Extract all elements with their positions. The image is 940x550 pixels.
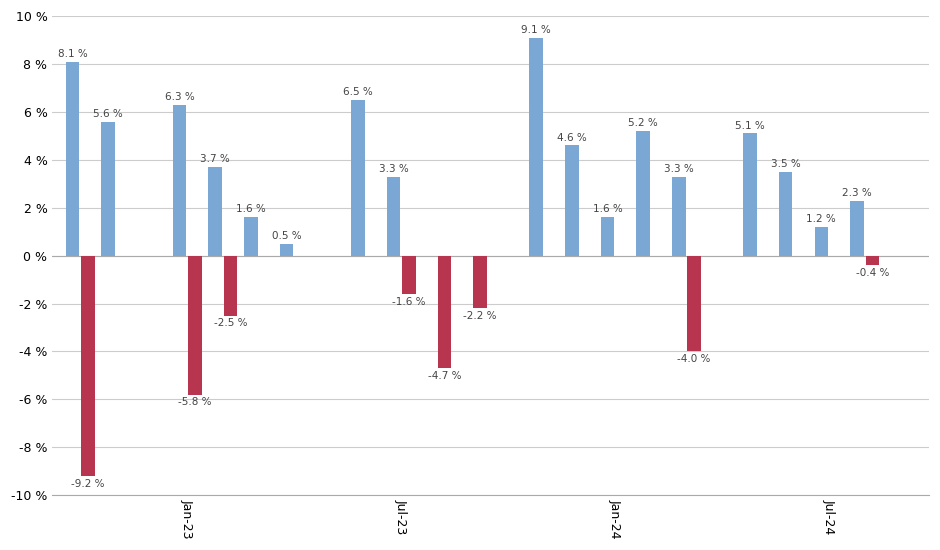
Bar [280, 244, 293, 256]
Text: 1.6 %: 1.6 % [236, 205, 266, 214]
Bar [866, 256, 879, 265]
Bar [672, 177, 685, 256]
Bar [851, 201, 864, 256]
Text: 6.3 %: 6.3 % [164, 92, 195, 102]
Text: -4.7 %: -4.7 % [428, 371, 462, 381]
Bar [224, 256, 237, 316]
Text: 2.3 %: 2.3 % [842, 188, 872, 197]
Text: 3.3 %: 3.3 % [379, 164, 408, 174]
Bar [173, 104, 186, 256]
Bar [687, 256, 701, 351]
Text: -2.2 %: -2.2 % [463, 311, 497, 321]
Text: 3.3 %: 3.3 % [664, 164, 694, 174]
Text: -2.5 %: -2.5 % [213, 318, 247, 328]
Text: 3.5 %: 3.5 % [771, 159, 801, 169]
Bar [351, 100, 365, 256]
Bar [209, 167, 222, 256]
Bar [102, 122, 115, 256]
Bar [438, 256, 451, 368]
Bar [815, 227, 828, 256]
Bar [565, 145, 578, 256]
Bar [402, 256, 415, 294]
Text: -4.0 %: -4.0 % [678, 354, 711, 364]
Bar [744, 134, 757, 256]
Text: 5.6 %: 5.6 % [93, 109, 123, 119]
Text: 5.2 %: 5.2 % [628, 118, 658, 128]
Text: 9.1 %: 9.1 % [521, 25, 551, 35]
Bar [474, 256, 487, 309]
Bar [601, 217, 614, 256]
Text: 4.6 %: 4.6 % [556, 133, 587, 142]
Bar [188, 256, 201, 394]
Bar [636, 131, 650, 256]
Bar [529, 37, 543, 256]
Text: -0.4 %: -0.4 % [855, 268, 889, 278]
Text: 0.5 %: 0.5 % [272, 231, 302, 241]
Text: 6.5 %: 6.5 % [343, 87, 372, 97]
Bar [779, 172, 792, 256]
Text: 1.2 %: 1.2 % [807, 214, 837, 224]
Bar [66, 62, 79, 256]
Text: 3.7 %: 3.7 % [200, 154, 230, 164]
Text: -5.8 %: -5.8 % [178, 398, 212, 408]
Bar [244, 217, 258, 256]
Bar [81, 256, 95, 476]
Text: -9.2 %: -9.2 % [71, 479, 104, 489]
Bar [386, 177, 400, 256]
Text: 5.1 %: 5.1 % [735, 120, 765, 130]
Text: 8.1 %: 8.1 % [57, 49, 87, 59]
Text: 1.6 %: 1.6 % [592, 205, 622, 214]
Text: -1.6 %: -1.6 % [392, 297, 426, 307]
